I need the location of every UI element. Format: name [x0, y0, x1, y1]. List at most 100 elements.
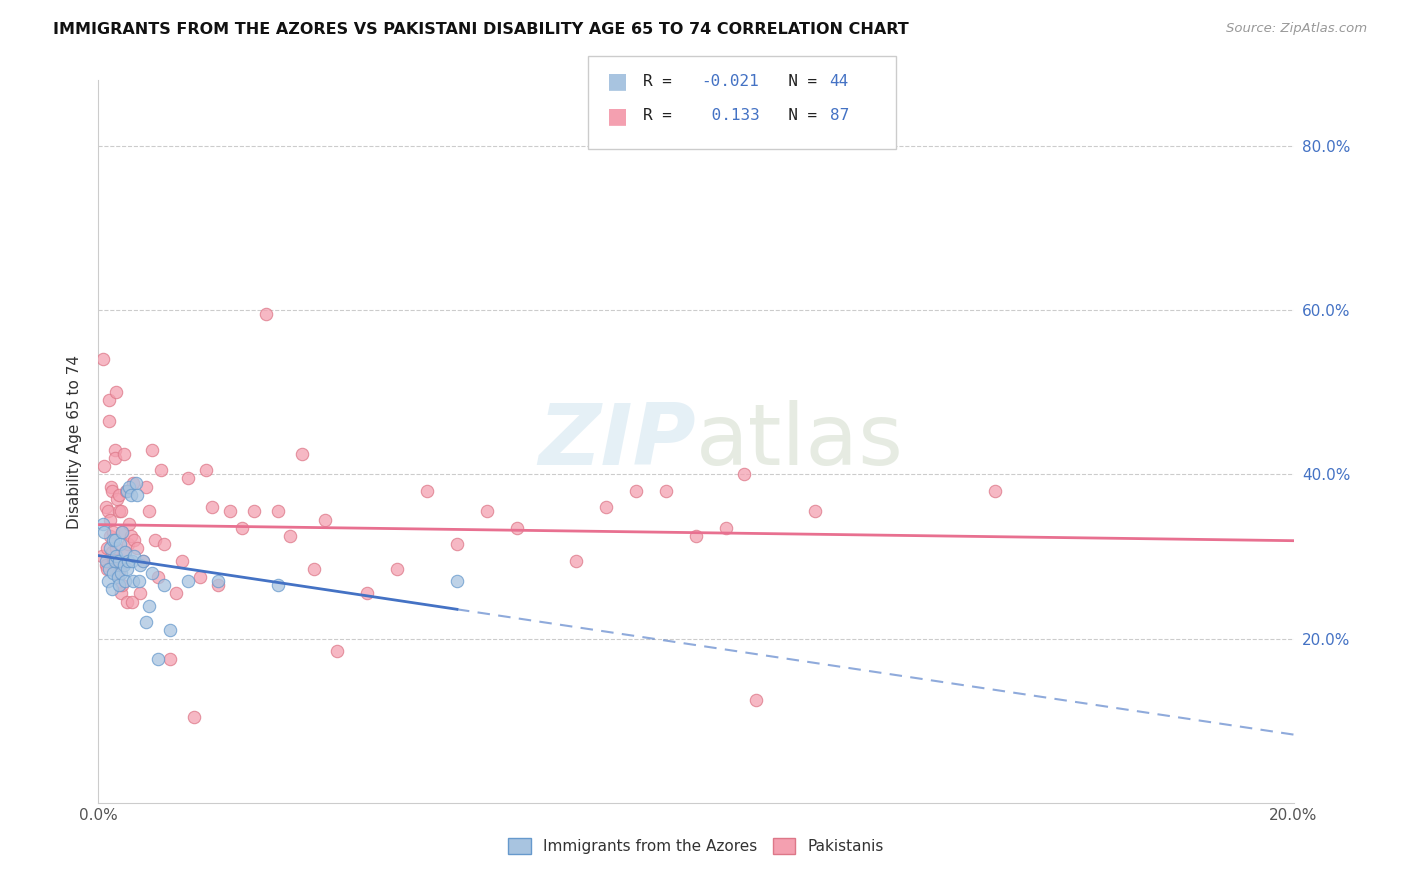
Point: [96, 500, 118, 515]
Point: [107, 553, 129, 567]
Point: [148, 570, 170, 584]
Point: [101, 483, 124, 498]
Point: [114, 545, 136, 559]
Point: [120, 529, 142, 543]
Point: [104, 450, 127, 465]
Point: [103, 442, 125, 457]
Text: -0.021: -0.021: [702, 74, 759, 88]
Text: 87: 87: [830, 109, 849, 123]
Point: [183, 709, 205, 723]
Point: [446, 537, 468, 551]
Point: [128, 574, 150, 588]
Point: [98, 512, 121, 526]
Point: [565, 553, 588, 567]
Point: [267, 578, 290, 592]
Point: [172, 553, 194, 567]
Point: [132, 553, 155, 567]
Text: Source: ZipAtlas.com: Source: ZipAtlas.com: [1226, 22, 1367, 36]
Text: 44: 44: [830, 74, 849, 88]
Point: [595, 500, 617, 515]
Point: [100, 545, 122, 559]
Point: [93, 524, 115, 539]
Point: [141, 442, 163, 457]
Point: [104, 541, 127, 556]
Text: ■: ■: [607, 71, 628, 91]
Point: [115, 594, 138, 608]
Point: [165, 586, 187, 600]
Point: [91, 516, 114, 531]
Point: [714, 521, 737, 535]
Point: [475, 504, 498, 518]
Point: [97, 393, 120, 408]
Point: [291, 447, 314, 461]
Point: [111, 524, 134, 539]
Point: [94, 558, 117, 572]
Point: [118, 516, 141, 531]
Point: [97, 504, 120, 518]
Point: [91, 549, 114, 564]
Point: [111, 578, 134, 592]
Point: [135, 480, 157, 494]
Point: [385, 562, 409, 576]
Point: [195, 463, 218, 477]
Point: [120, 488, 142, 502]
Point: [207, 578, 229, 592]
Point: [96, 541, 118, 556]
Point: [98, 414, 121, 428]
Point: [104, 533, 127, 547]
Point: [121, 553, 143, 567]
Point: [356, 586, 378, 600]
Point: [506, 521, 529, 535]
Point: [148, 652, 170, 666]
Point: [117, 553, 139, 567]
Point: [804, 504, 827, 518]
Point: [96, 562, 118, 576]
Point: [416, 483, 439, 498]
Point: [115, 483, 138, 498]
Point: [143, 533, 166, 547]
Point: [122, 475, 145, 490]
Point: [97, 574, 120, 588]
Point: [243, 504, 266, 518]
Point: [150, 463, 173, 477]
Point: [153, 537, 176, 551]
Point: [107, 504, 129, 518]
Point: [108, 553, 131, 567]
Point: [135, 615, 157, 630]
Point: [114, 545, 136, 559]
Point: [231, 521, 253, 535]
Point: [302, 562, 325, 576]
Point: [733, 467, 755, 482]
Point: [129, 586, 152, 600]
Point: [138, 599, 160, 613]
Point: [105, 549, 128, 564]
Point: [103, 533, 125, 547]
Point: [110, 504, 132, 518]
Point: [107, 578, 129, 592]
Legend: Immigrants from the Azores, Pakistanis: Immigrants from the Azores, Pakistanis: [502, 832, 890, 860]
Point: [93, 459, 115, 474]
Text: 0.133: 0.133: [702, 109, 759, 123]
Point: [114, 574, 136, 588]
Point: [138, 504, 160, 518]
Point: [100, 582, 122, 597]
Point: [112, 447, 135, 461]
Point: [177, 574, 200, 588]
Point: [278, 529, 301, 543]
Text: R =: R =: [643, 74, 681, 88]
Point: [626, 483, 648, 498]
Point: [101, 553, 124, 567]
Point: [267, 504, 290, 518]
Point: [108, 562, 131, 576]
Point: [124, 533, 146, 547]
Point: [685, 529, 707, 543]
Point: [127, 541, 149, 556]
Point: [101, 566, 124, 580]
Point: [103, 553, 125, 567]
Point: [127, 488, 149, 502]
Point: [110, 566, 132, 580]
Point: [122, 574, 145, 588]
Point: [141, 566, 163, 580]
Point: [188, 570, 211, 584]
Point: [105, 385, 128, 400]
